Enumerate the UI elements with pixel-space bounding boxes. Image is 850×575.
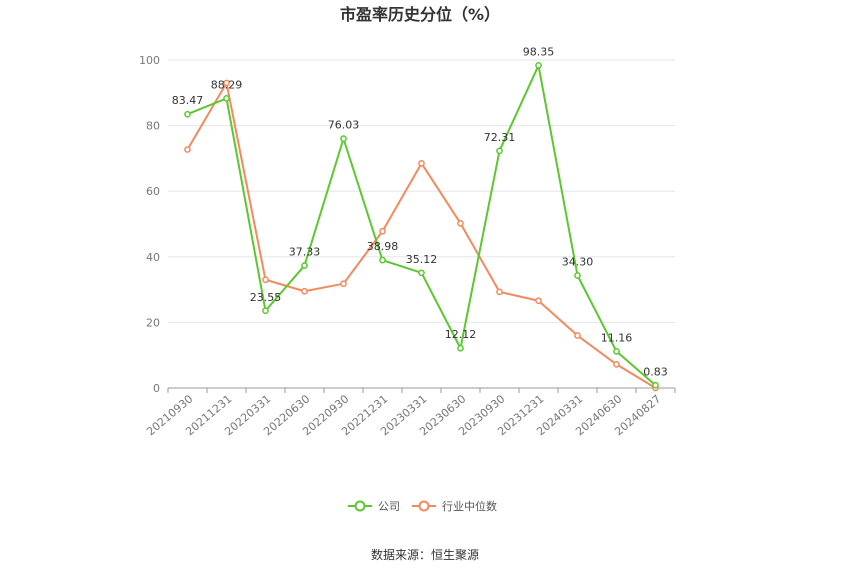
data-point-0[interactable] [262,307,269,315]
data-label: 88.29 [211,78,243,91]
data-label: 11.16 [601,331,633,344]
y-tick-label: 20 [146,316,160,329]
y-tick-label: 60 [146,185,160,198]
data-point-0[interactable] [457,344,464,352]
data-point-0[interactable] [379,256,386,264]
y-tick-label: 0 [153,382,160,395]
data-point-0[interactable] [184,110,191,118]
data-point-1[interactable] [418,159,425,167]
legend-item-0[interactable]: 公司 [348,500,400,513]
data-label: 76.03 [328,119,360,132]
data-label: 38.98 [367,240,399,253]
data-point-1[interactable] [262,276,269,284]
data-label: 35.12 [406,253,438,266]
legend-label: 公司 [378,500,400,513]
data-label: 37.33 [289,246,321,259]
legend-marker [354,500,366,512]
data-point-0[interactable] [223,95,230,102]
data-point-0[interactable] [418,269,425,277]
data-point-1[interactable] [457,219,464,227]
legend-marker [418,500,430,512]
legend[interactable]: 公司 行业中位数 [348,499,497,513]
data-label: 23.55 [250,291,282,304]
data-label: 0.83 [643,365,668,378]
x-axis: 2021093020211231202203312022063020220930… [144,387,676,438]
chart-title: 市盈率历史分位（%） [340,5,500,24]
data-point-1[interactable] [340,280,347,288]
data-labels: 83.47 88.29 23.55 37.33 76.03 38.98 35.12 12.12… [172,45,668,378]
y-tick-label: 80 [146,120,160,133]
data-point-1[interactable] [574,332,581,339]
y-tick-label: 100 [139,54,160,67]
data-point-0[interactable] [613,348,620,355]
data-point-0[interactable] [535,62,542,69]
data-label: 12.12 [445,328,477,341]
data-point-1[interactable] [301,287,308,295]
legend-item-1[interactable]: 行业中位数 [412,499,497,513]
data-point-1[interactable] [496,288,503,296]
data-point-0[interactable] [496,147,503,155]
data-point-1[interactable] [379,227,386,235]
series-line-1 [186,81,657,389]
data-point-1[interactable] [535,297,542,305]
grid [168,59,675,323]
series-line-0 [187,64,657,387]
data-point-1[interactable] [613,361,620,368]
data-label: 34.30 [562,255,594,268]
data-label: 72.31 [484,131,516,144]
data-point-1[interactable] [223,79,230,87]
source-note: 数据来源：恒生聚源 [371,547,479,562]
legend-label: 行业中位数 [442,499,497,513]
y-axis: 0 20 40 60 80 100 [139,54,160,395]
data-point-0[interactable] [301,262,308,269]
y-tick-label: 40 [146,251,160,264]
data-label: 83.47 [172,94,204,107]
data-point-0[interactable] [340,135,347,142]
series-layer [184,62,659,392]
data-point-0[interactable] [652,381,659,389]
data-point-1[interactable] [184,146,191,153]
data-point-0[interactable] [574,272,581,279]
data-label: 98.35 [523,45,555,58]
